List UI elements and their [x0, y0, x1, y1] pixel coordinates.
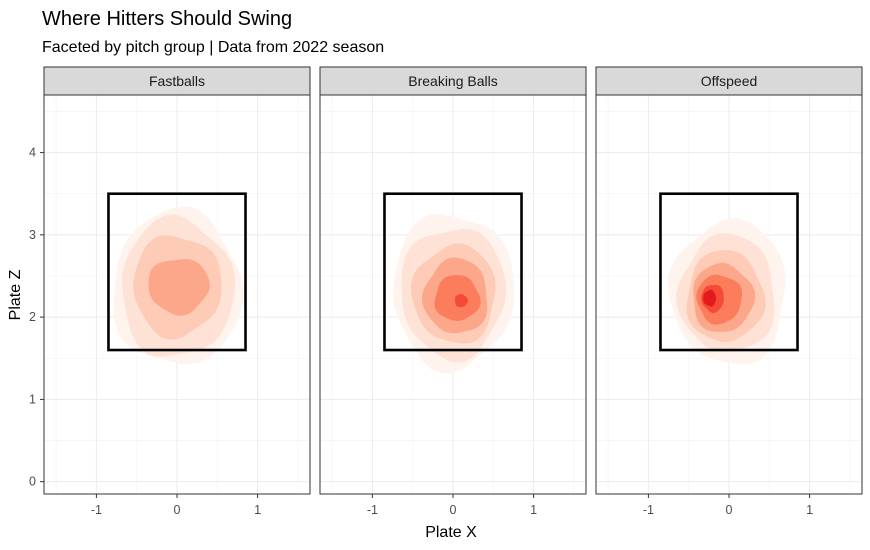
y-tick-label: 0: [29, 475, 36, 489]
facet-strip: [43, 66, 311, 96]
facet-label: Fastballs: [149, 73, 205, 89]
y-axis: 0 1 2 3 4: [29, 146, 44, 489]
y-axis-title: Plate Z: [7, 269, 24, 320]
facet-label: Offspeed: [701, 73, 758, 89]
x-tick-label: 1: [530, 503, 537, 517]
x-tick-label: -1: [643, 503, 654, 517]
strike-zone: [383, 192, 523, 352]
chart-subtitle: Faceted by pitch group | Data from 2022 …: [42, 39, 384, 56]
density-level: [703, 289, 716, 307]
x-tick-label: -1: [91, 503, 102, 517]
x-axis-title: Plate X: [425, 524, 477, 541]
density-level: [148, 259, 210, 316]
chart-title: Where Hitters Should Swing: [42, 8, 292, 30]
facet-strip: [319, 66, 587, 96]
x-tick-label: 0: [450, 503, 457, 517]
y-tick-label: 4: [29, 146, 36, 160]
strike-zone: [107, 192, 247, 352]
density-level: [455, 293, 468, 308]
facet-panel-offspeed: Offspeed -1 0 1: [595, 66, 863, 517]
x-tick-label: 1: [254, 503, 261, 517]
y-tick-label: 3: [29, 228, 36, 242]
facet-panels: Fastballs -1 0 1 Breaking Balls -1 0 1 Offspeed -…: [43, 66, 863, 517]
y-tick-label: 2: [29, 310, 36, 324]
strike-zone: [659, 192, 799, 352]
x-tick-label: 0: [726, 503, 733, 517]
facet-label: Breaking Balls: [408, 73, 498, 89]
facet-strip: [595, 66, 863, 96]
facet-panel-breaking-balls: Breaking Balls -1 0 1: [319, 66, 587, 517]
facet-panel-fastballs: Fastballs -1 0 1: [43, 66, 311, 517]
x-tick-label: 0: [174, 503, 181, 517]
x-tick-label: -1: [367, 503, 378, 517]
y-tick-label: 1: [29, 392, 36, 406]
x-tick-label: 1: [806, 503, 813, 517]
